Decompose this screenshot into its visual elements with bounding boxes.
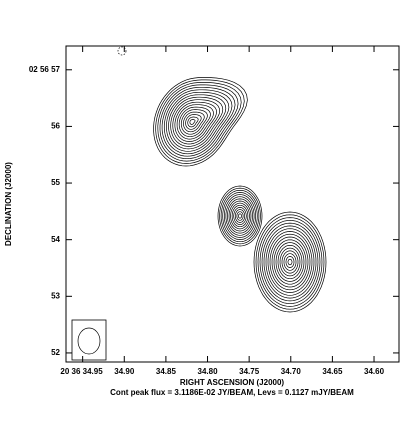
contour-line xyxy=(285,256,295,268)
contour-line xyxy=(225,196,255,236)
contour-line xyxy=(163,89,233,155)
y-tick-label: 02 56 57 xyxy=(29,65,61,74)
contour-line xyxy=(172,99,221,145)
contour-line xyxy=(159,84,239,160)
contour-line xyxy=(222,192,258,240)
contour-line xyxy=(231,204,249,228)
x-tick-label: 34.80 xyxy=(198,367,219,376)
plot-frame xyxy=(65,45,400,363)
contour-line xyxy=(236,211,244,221)
contour-line xyxy=(230,202,250,230)
contour-line xyxy=(279,247,301,277)
contour-line xyxy=(161,86,236,157)
y-tick-label: 52 xyxy=(51,348,60,357)
x-axis-label: RIGHT ASCENSION (J2000) xyxy=(180,378,285,387)
x-tick-label: 34.75 xyxy=(239,367,260,376)
contour-line xyxy=(255,214,325,310)
contour-line xyxy=(273,239,307,285)
contour-line xyxy=(277,244,303,280)
x-tick-label: 34.60 xyxy=(364,367,385,376)
contour-line xyxy=(180,109,208,135)
contour-line xyxy=(157,82,242,162)
contour-line xyxy=(275,242,305,282)
contour-line xyxy=(228,200,252,232)
contour-line xyxy=(281,250,299,274)
contour-line xyxy=(187,116,199,128)
x-tick-label: 20 36 34.95 xyxy=(60,367,103,376)
contour-line xyxy=(174,101,217,142)
contour-line xyxy=(178,106,211,138)
beam-box xyxy=(71,319,107,361)
contour-line xyxy=(227,198,253,234)
contour-line xyxy=(176,104,214,140)
contour-line xyxy=(253,211,327,313)
contour-line xyxy=(183,111,205,133)
x-tick-label: 34.90 xyxy=(114,367,135,376)
contour-line xyxy=(189,119,196,125)
y-tick-label: 54 xyxy=(51,235,60,244)
y-tick-label: 56 xyxy=(51,122,60,131)
contour-line xyxy=(170,96,224,147)
x-tick-label: 34.65 xyxy=(322,367,343,376)
contour-line xyxy=(283,253,297,271)
contour-line xyxy=(269,233,311,291)
y-tick-label: 53 xyxy=(51,291,60,300)
contour-line xyxy=(220,189,260,243)
contour-line xyxy=(261,222,319,302)
x-tick-label: 34.70 xyxy=(281,367,302,376)
x-tick-label: 34.85 xyxy=(156,367,177,376)
contour-line xyxy=(238,213,242,219)
contour-line xyxy=(219,187,261,245)
contour-line xyxy=(265,228,315,296)
contour-line xyxy=(263,225,317,299)
contour-line xyxy=(168,94,227,150)
y-axis-label: DECLINATION (J2000) xyxy=(4,162,13,246)
beam xyxy=(77,327,101,355)
contour-line xyxy=(153,77,248,167)
caption: Cont peak flux = 3.1186E-02 JY/BEAM, Lev… xyxy=(110,388,354,397)
contour-line xyxy=(287,258,293,266)
contour-line xyxy=(271,236,309,288)
contour-line xyxy=(223,194,257,238)
contour-line xyxy=(185,114,202,130)
noise-contour xyxy=(117,46,127,56)
contour-line xyxy=(259,219,321,305)
y-tick-label: 55 xyxy=(51,178,60,187)
contour-line xyxy=(155,79,245,164)
contour-line xyxy=(217,185,263,247)
contour-line xyxy=(234,209,246,223)
contours xyxy=(153,77,327,313)
contour-line xyxy=(257,217,323,307)
contour-line xyxy=(166,91,230,152)
contour-line xyxy=(233,207,247,225)
contour-line xyxy=(267,231,313,293)
